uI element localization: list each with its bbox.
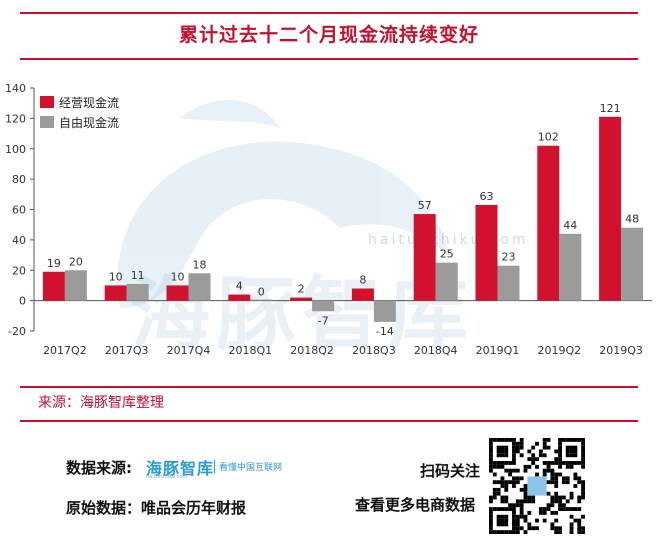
y-tick-label: 80 bbox=[12, 173, 26, 186]
brand-url: haitunzhiku.com bbox=[146, 474, 188, 480]
data-label-operating-2017Q2: 19 bbox=[47, 257, 61, 270]
bar-operating-2019Q1 bbox=[475, 204, 498, 301]
y-tick-label: 120 bbox=[5, 112, 26, 125]
x-tick-label: 2017Q3 bbox=[105, 344, 149, 357]
source-rule bbox=[20, 420, 638, 422]
bar-free-2019Q1 bbox=[497, 265, 520, 301]
x-tick-label: 2017Q2 bbox=[43, 344, 87, 357]
data-label-operating-2019Q2: 102 bbox=[538, 131, 559, 144]
bar-operating-2019Q2 bbox=[537, 145, 560, 301]
y-tick-label: 100 bbox=[5, 143, 26, 156]
legend-swatch-operating bbox=[40, 96, 54, 108]
top-rule bbox=[20, 12, 638, 14]
bar-free-2017Q4 bbox=[188, 273, 211, 301]
x-tick-label: 2019Q2 bbox=[537, 344, 581, 357]
data-label-operating-2017Q3: 10 bbox=[109, 270, 123, 283]
bar-free-2018Q1 bbox=[250, 299, 273, 301]
data-label-free-2018Q2: -7 bbox=[318, 314, 329, 327]
brand-logo: 海豚智库 bbox=[146, 459, 215, 478]
data-label-operating-2018Q3: 8 bbox=[359, 273, 366, 286]
bar-operating-2017Q2 bbox=[42, 271, 65, 301]
brand-slogan: 看懂中国互联网 bbox=[214, 460, 282, 473]
y-tick-label: 20 bbox=[12, 264, 26, 277]
title-rule bbox=[20, 58, 638, 60]
watermark-text: 海豚智库 bbox=[130, 268, 474, 361]
data-label-operating-2019Q3: 121 bbox=[600, 102, 621, 115]
x-tick-label: 2018Q1 bbox=[228, 344, 272, 357]
x-tick-label: 2018Q3 bbox=[352, 344, 396, 357]
bar-free-2018Q3 bbox=[373, 300, 396, 322]
data-label-operating-2018Q4: 57 bbox=[418, 199, 432, 212]
dolphin-watermark-icon bbox=[117, 99, 450, 308]
bar-free-2017Q3 bbox=[126, 283, 149, 301]
legend-label-operating: 经营现金流 bbox=[59, 95, 119, 110]
data-label-free-2018Q3: -14 bbox=[376, 325, 394, 338]
bar-operating-2018Q1 bbox=[228, 294, 251, 301]
data-label-free-2018Q4: 25 bbox=[440, 248, 454, 261]
y-tick-label: 60 bbox=[12, 204, 26, 217]
data-source-label: 数据来源: bbox=[66, 459, 132, 477]
x-tick-label: 2019Q1 bbox=[476, 344, 520, 357]
more-data-label: 查看更多电商数据 bbox=[355, 496, 476, 514]
data-label-operating-2018Q1: 4 bbox=[236, 280, 243, 293]
bar-free-2019Q3 bbox=[621, 227, 644, 301]
bar-free-2017Q2 bbox=[64, 270, 87, 301]
x-tick-label: 2017Q4 bbox=[167, 344, 211, 357]
data-label-free-2019Q3: 48 bbox=[625, 213, 639, 226]
x-tick-label: 2019Q3 bbox=[599, 344, 643, 357]
legend-swatch-free bbox=[40, 116, 54, 128]
bar-operating-2018Q4 bbox=[413, 214, 436, 301]
bar-operating-2017Q3 bbox=[104, 285, 127, 301]
data-label-free-2019Q1: 23 bbox=[502, 251, 516, 264]
bar-operating-2018Q2 bbox=[290, 297, 313, 301]
y-tick-label: -20 bbox=[8, 325, 26, 338]
x-tick-label: 2018Q4 bbox=[414, 344, 458, 357]
bar-operating-2018Q3 bbox=[351, 288, 374, 301]
legend-label-free: 自由现金流 bbox=[59, 115, 119, 130]
bar-free-2018Q2 bbox=[312, 300, 335, 312]
chart-title: 累计过去十二个月现金流持续变好 bbox=[178, 24, 479, 46]
data-label-free-2017Q2: 20 bbox=[69, 255, 83, 268]
data-label-free-2018Q1: 0 bbox=[258, 286, 265, 299]
raw-data-label: 原始数据：唯品会历年财报 bbox=[66, 499, 247, 517]
bar-operating-2017Q4 bbox=[166, 285, 189, 301]
y-tick-label: 40 bbox=[12, 234, 26, 247]
middle-rule bbox=[20, 386, 638, 388]
data-label-free-2017Q3: 11 bbox=[131, 269, 145, 282]
y-tick-label: 0 bbox=[19, 295, 26, 308]
bar-operating-2019Q3 bbox=[599, 116, 622, 301]
bar-free-2019Q2 bbox=[559, 233, 582, 301]
data-label-operating-2017Q4: 10 bbox=[171, 270, 185, 283]
x-tick-label: 2018Q2 bbox=[290, 344, 334, 357]
scan-label: 扫码关注 bbox=[420, 462, 481, 480]
qr-code-icon[interactable] bbox=[489, 438, 585, 534]
y-tick-label: 140 bbox=[5, 82, 26, 95]
data-label-operating-2018Q2: 2 bbox=[298, 283, 305, 296]
source-note: 来源：海豚智库整理 bbox=[38, 395, 164, 411]
bar-free-2018Q4 bbox=[435, 262, 458, 301]
data-label-free-2017Q4: 18 bbox=[193, 258, 207, 271]
data-label-free-2019Q2: 44 bbox=[563, 219, 577, 232]
data-label-operating-2019Q1: 63 bbox=[480, 190, 494, 203]
